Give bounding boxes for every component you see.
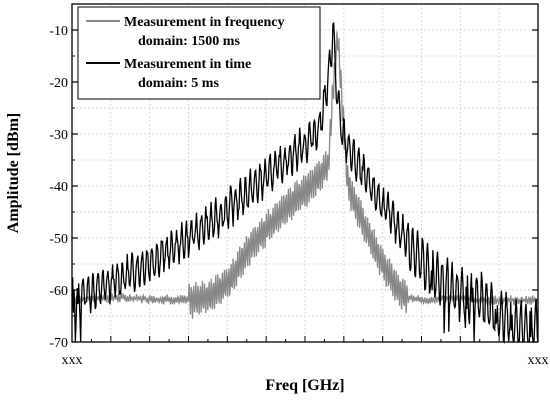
x-tick-label-end: xxx <box>528 353 549 368</box>
y-tick-label: -70 <box>49 336 68 351</box>
legend-box <box>77 6 321 100</box>
y-tick-label: -20 <box>49 76 68 91</box>
y-tick-label: -60 <box>49 284 68 299</box>
x-tick-label-start: xxx <box>62 353 83 368</box>
x-axis-label: Freq [GHz] <box>265 377 344 394</box>
legend: Measurement in frequency domain: 1500 ms… <box>77 6 321 100</box>
x-ticks: xxx xxx <box>62 336 549 368</box>
y-tick-label: -40 <box>49 180 68 195</box>
legend-label-time-line2: domain: 5 ms <box>138 76 219 91</box>
y-ticks: -10 -20 -30 -40 -50 -60 -70 <box>49 3 538 351</box>
y-tick-label: -10 <box>49 24 68 39</box>
legend-label-frequency-line1: Measurement in frequency <box>124 15 284 30</box>
y-tick-label: -30 <box>49 128 68 143</box>
y-tick-label: -50 <box>49 232 68 247</box>
legend-label-frequency-line2: domain: 1500 ms <box>138 34 240 49</box>
series-line-time-domain <box>71 21 539 345</box>
y-axis-label: Amplitude [dBm] <box>5 113 22 233</box>
series-layer <box>71 21 539 345</box>
legend-label-time-line1: Measurement in time <box>124 57 251 72</box>
